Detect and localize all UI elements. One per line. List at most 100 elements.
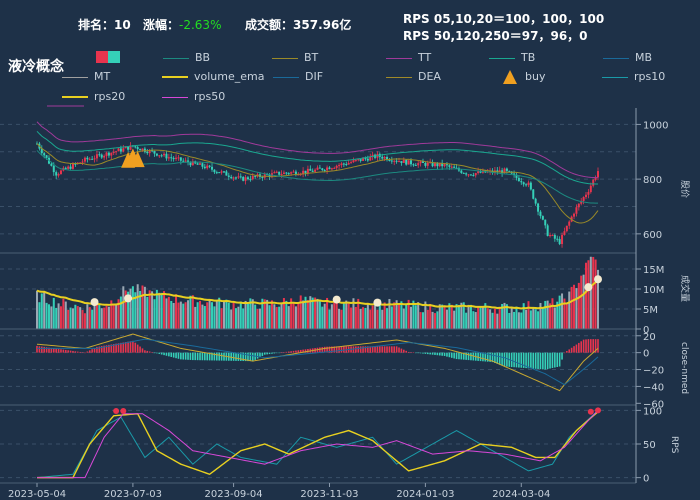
volume-bar: [345, 300, 348, 329]
price-candle: [223, 171, 225, 173]
macd-histogram-bar: [266, 352, 268, 355]
price-candle: [520, 181, 523, 183]
volume-bar: [86, 304, 89, 329]
volume-bar: [43, 292, 46, 329]
price-candle: [556, 238, 559, 240]
price-candle: [100, 154, 103, 158]
volume-bar: [110, 300, 113, 329]
volume-bar: [280, 303, 283, 329]
volume-bar: [316, 298, 319, 329]
macd-histogram-bar: [422, 352, 424, 354]
volume-bar: [477, 306, 480, 329]
macd-histogram-bar: [522, 352, 525, 368]
macd-histogram-bar: [362, 346, 364, 353]
macd-histogram-bar: [283, 352, 285, 353]
volume-bar: [278, 306, 281, 329]
macd-histogram-bar: [340, 346, 343, 353]
change-label: 涨幅：: [143, 18, 180, 32]
price-candle: [414, 164, 417, 166]
volume-bar: [47, 304, 50, 329]
macd-histogram-bar: [57, 348, 60, 353]
price-candle: [302, 170, 305, 174]
volume-bar: [359, 308, 362, 329]
macd-histogram-bar: [52, 348, 55, 353]
volume-bar: [227, 302, 230, 329]
macd-histogram-bar: [426, 352, 429, 355]
macd-histogram-bar: [383, 346, 386, 353]
price-candle: [129, 145, 132, 150]
price-candle: [184, 160, 187, 162]
macd-histogram-bar: [134, 342, 137, 353]
price-candle: [410, 160, 412, 165]
price-candle: [278, 171, 281, 175]
macd-histogram-bar: [484, 352, 487, 362]
macd-histogram-bar: [460, 352, 463, 360]
volume-bar: [69, 307, 72, 329]
macd-histogram-bar: [48, 347, 50, 353]
price-candle: [357, 159, 360, 161]
price-axis-tick-label: 800: [643, 175, 662, 186]
macd-histogram-bar: [441, 352, 443, 356]
price-candle: [282, 172, 285, 175]
macd-histogram-bar: [124, 342, 127, 353]
price-candle: [405, 159, 408, 165]
macd-histogram-bar: [295, 350, 297, 353]
price-candle: [43, 153, 46, 156]
macd-histogram-bar: [165, 352, 168, 356]
macd-histogram-bar: [144, 350, 146, 353]
price-candle: [431, 162, 434, 167]
price-candle: [568, 221, 571, 226]
volume-bar: [410, 306, 412, 329]
price-candle: [165, 153, 168, 159]
volume-bar: [388, 298, 391, 329]
macd-histogram-bar: [448, 352, 451, 358]
volume-bar: [71, 308, 74, 329]
macd-histogram-bar: [69, 350, 72, 353]
macd-histogram-bar: [369, 346, 372, 353]
price-candle: [438, 162, 441, 167]
volume-bar: [484, 303, 487, 329]
macd-histogram-bar: [79, 351, 81, 353]
macd-histogram-bar: [575, 344, 578, 353]
volume-bar: [424, 301, 427, 329]
macd-histogram-bar: [67, 350, 69, 353]
legend-label: BT: [304, 51, 319, 64]
price-candle: [292, 171, 295, 173]
legend-label: MT: [94, 70, 111, 83]
macd-histogram-bar: [196, 352, 199, 361]
macd-histogram-bar: [436, 352, 439, 356]
volume-bar: [299, 295, 302, 329]
volume-bar: [98, 304, 101, 329]
volume-bar: [55, 307, 58, 329]
macd-histogram-bar: [414, 352, 417, 354]
volume-bar: [587, 260, 590, 329]
macd-histogram-bar: [590, 339, 592, 353]
volume-bar: [143, 286, 146, 329]
volume-bar: [551, 298, 554, 329]
price-candle: [462, 172, 465, 174]
volume-bar: [450, 304, 453, 329]
volume-bar: [486, 308, 489, 329]
price-candle: [211, 166, 214, 170]
volume-bar: [256, 308, 259, 329]
volume-bar: [419, 312, 422, 329]
volume-bar: [395, 300, 398, 329]
macd-histogram-bar: [570, 347, 573, 353]
macd-histogram-bar: [189, 352, 192, 360]
volume-bar: [558, 295, 561, 329]
macd-histogram-bar: [187, 352, 189, 360]
price-candle: [177, 157, 180, 159]
price-candle: [517, 177, 520, 182]
price-candle: [541, 216, 544, 220]
volume-bar: [194, 306, 197, 329]
macd-histogram-bar: [429, 352, 431, 355]
price-candle: [455, 167, 458, 169]
price-candle: [203, 166, 206, 169]
macd-histogram-bar: [364, 346, 367, 353]
price-candle: [477, 171, 480, 174]
volume-bar: [455, 304, 458, 329]
macd-histogram-bar: [525, 352, 527, 369]
macd-histogram-bar: [467, 352, 470, 361]
macd-histogram-bar: [566, 351, 568, 353]
volume-bar: [553, 307, 556, 329]
